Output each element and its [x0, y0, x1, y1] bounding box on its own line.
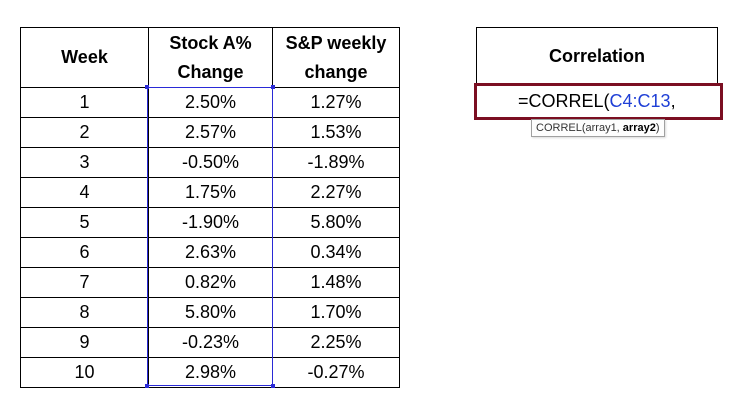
table-row: 5 -1.90% 5.80%: [20, 207, 400, 238]
cell-week[interactable]: 8: [20, 297, 149, 328]
cell-week[interactable]: 9: [20, 327, 149, 358]
table-row: 3 -0.50% -1.89%: [20, 147, 400, 178]
cell-week[interactable]: 1: [20, 87, 149, 118]
cell-week[interactable]: 5: [20, 207, 149, 238]
formula-suffix: ,: [670, 91, 676, 111]
correlation-header-cell[interactable]: Correlation: [476, 27, 718, 86]
cell-stock-a[interactable]: -0.50%: [148, 147, 273, 178]
cell-week[interactable]: 4: [20, 177, 149, 208]
correlation-header-label: Correlation: [548, 46, 645, 66]
header-week-label: Week: [61, 47, 108, 67]
header-stock-a-line2: Change: [177, 61, 244, 82]
table-row: 7 0.82% 1.48%: [20, 267, 400, 298]
header-sp-line1: S&P weekly: [285, 32, 387, 53]
cell-stock-a[interactable]: 2.50%: [148, 87, 273, 118]
formula-range-reference: C4:C13: [609, 91, 671, 111]
cell-stock-a[interactable]: 5.80%: [148, 297, 273, 328]
cell-sp-weekly[interactable]: 5.80%: [272, 207, 400, 238]
correlation-formula-cell[interactable]: =CORREL(C4:C13,: [474, 83, 723, 120]
header-week[interactable]: Week: [20, 27, 149, 88]
cell-stock-a[interactable]: 2.57%: [148, 117, 273, 148]
cell-sp-weekly[interactable]: 0.34%: [272, 237, 400, 268]
cell-stock-a[interactable]: -1.90%: [148, 207, 273, 238]
tooltip-current-argument: array2: [622, 122, 656, 134]
cell-week[interactable]: 2: [20, 117, 149, 148]
tooltip-close-paren: ): [655, 122, 660, 134]
table-body: 1 2.50% 1.27% 2 2.57% 1.53% 3 -0.50% -1.89% 4 1.75…: [20, 87, 400, 388]
header-stock-a[interactable]: Stock A% Change: [148, 27, 273, 88]
header-sp-weekly[interactable]: S&P weekly change: [272, 27, 400, 88]
cell-stock-a[interactable]: -0.23%: [148, 327, 273, 358]
cell-stock-a[interactable]: 1.75%: [148, 177, 273, 208]
table-row: 9 -0.23% 2.25%: [20, 327, 400, 358]
cell-stock-a[interactable]: 2.63%: [148, 237, 273, 268]
table-row: 1 2.50% 1.27%: [20, 87, 400, 118]
formula-prefix: =CORREL(: [518, 91, 610, 111]
tooltip-function-signature: CORREL(array1,: [536, 122, 623, 134]
cell-sp-weekly[interactable]: 1.27%: [272, 87, 400, 118]
cell-stock-a[interactable]: 2.98%: [148, 357, 273, 388]
table-row: 4 1.75% 2.27%: [20, 177, 400, 208]
cell-week[interactable]: 10: [20, 357, 149, 388]
cell-sp-weekly[interactable]: 1.70%: [272, 297, 400, 328]
cell-week[interactable]: 7: [20, 267, 149, 298]
cell-sp-weekly[interactable]: -1.89%: [272, 147, 400, 178]
cell-sp-weekly[interactable]: 1.53%: [272, 117, 400, 148]
cell-sp-weekly[interactable]: 1.48%: [272, 267, 400, 298]
cell-stock-a[interactable]: 0.82%: [148, 267, 273, 298]
header-sp-line2: change: [304, 61, 368, 82]
header-stock-a-line1: Stock A%: [169, 32, 252, 53]
table-row: 6 2.63% 0.34%: [20, 237, 400, 268]
cell-sp-weekly[interactable]: 2.25%: [272, 327, 400, 358]
table-header-row: Week Stock A% Change S&P weekly change: [20, 27, 400, 88]
table-row: 8 5.80% 1.70%: [20, 297, 400, 328]
table-row: 2 2.57% 1.53%: [20, 117, 400, 148]
cell-sp-weekly[interactable]: 2.27%: [272, 177, 400, 208]
weekly-returns-table: Week Stock A% Change S&P weekly change 1 2.…: [20, 27, 400, 388]
table-row: 10 2.98% -0.27%: [20, 357, 400, 388]
cell-week[interactable]: 6: [20, 237, 149, 268]
cell-sp-weekly[interactable]: -0.27%: [272, 357, 400, 388]
function-argument-tooltip: CORREL(array1, array2): [531, 119, 665, 137]
cell-week[interactable]: 3: [20, 147, 149, 178]
